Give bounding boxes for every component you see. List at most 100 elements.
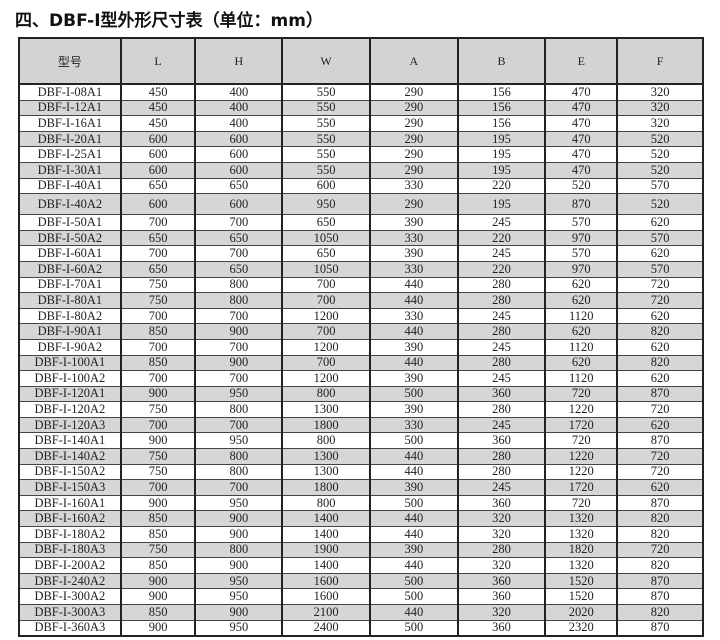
value-cell: 600 bbox=[119, 146, 196, 163]
value-cell: 650 bbox=[119, 230, 196, 247]
value-cell: 720 bbox=[616, 277, 703, 294]
value-cell: 245 bbox=[456, 479, 546, 496]
value-cell: 820 bbox=[616, 526, 703, 543]
value-cell: 1400 bbox=[281, 526, 370, 543]
value-cell: 245 bbox=[456, 417, 546, 434]
table-row: DBF-I-20A1 600 600 550 290 195 470 520 bbox=[18, 131, 703, 148]
value-cell: 245 bbox=[456, 214, 546, 231]
value-cell: 950 bbox=[194, 588, 283, 605]
table-row: DBF-I-50A1 700 700 650 390 245 570 620 bbox=[18, 214, 703, 231]
model-cell: DBF-I-80A1 bbox=[18, 292, 121, 309]
value-cell: 290 bbox=[368, 115, 458, 132]
value-cell: 520 bbox=[616, 146, 703, 163]
table-row: DBF-I-120A3 700 700 1800 330 245 1720 620 bbox=[18, 417, 703, 434]
value-cell: 280 bbox=[456, 542, 546, 559]
table-row: DBF-I-16A1 450 400 550 290 156 470 320 bbox=[18, 115, 703, 132]
value-cell: 700 bbox=[281, 292, 370, 309]
value-cell: 280 bbox=[456, 355, 546, 372]
value-cell: 550 bbox=[281, 84, 370, 101]
value-cell: 700 bbox=[194, 479, 283, 496]
page-title: 四、DBF-I型外形尺寸表（单位：mm） bbox=[15, 11, 323, 31]
column-header: B bbox=[456, 38, 546, 85]
value-cell: 620 bbox=[616, 308, 703, 325]
value-cell: 390 bbox=[368, 479, 458, 496]
value-cell: 950 bbox=[281, 193, 370, 216]
table-row: DBF-I-160A2 850 900 1400 440 320 1320 820 bbox=[18, 510, 703, 528]
table-row: DBF-I-180A2 850 900 1400 440 320 1320 820 bbox=[18, 526, 703, 543]
table-row: DBF-I-120A1 900 950 800 500 360 720 870 bbox=[18, 386, 703, 403]
value-cell: 700 bbox=[119, 417, 196, 434]
value-cell: 470 bbox=[544, 100, 618, 117]
value-cell: 850 bbox=[119, 355, 196, 372]
value-cell: 290 bbox=[368, 84, 458, 101]
value-cell: 600 bbox=[194, 146, 283, 163]
model-cell: DBF-I-360A3 bbox=[18, 620, 121, 637]
value-cell: 600 bbox=[119, 131, 196, 148]
table-row: DBF-I-80A1 750 800 700 440 280 620 720 bbox=[18, 292, 703, 309]
value-cell: 620 bbox=[616, 417, 703, 434]
table-row: DBF-I-40A1 650 650 600 330 220 520 570 bbox=[18, 178, 703, 195]
table-row: DBF-I-300A2 900 950 1600 500 360 1520 870 bbox=[18, 588, 703, 605]
model-cell: DBF-I-70A1 bbox=[18, 277, 121, 294]
value-cell: 1120 bbox=[544, 370, 618, 387]
value-cell: 330 bbox=[368, 261, 458, 278]
value-cell: 245 bbox=[456, 339, 546, 356]
value-cell: 290 bbox=[368, 131, 458, 148]
value-cell: 520 bbox=[616, 162, 703, 179]
value-cell: 870 bbox=[616, 386, 703, 403]
value-cell: 245 bbox=[456, 370, 546, 387]
model-cell: DBF-I-20A1 bbox=[18, 131, 121, 148]
value-cell: 360 bbox=[456, 432, 546, 450]
value-cell: 1300 bbox=[281, 401, 370, 418]
value-cell: 570 bbox=[544, 214, 618, 231]
model-cell: DBF-I-100A1 bbox=[18, 355, 121, 372]
model-cell: DBF-I-120A2 bbox=[18, 401, 121, 418]
value-cell: 700 bbox=[281, 355, 370, 372]
value-cell: 1200 bbox=[281, 339, 370, 356]
value-cell: 750 bbox=[119, 448, 196, 465]
table-row: DBF-I-70A1 750 800 700 440 280 620 720 bbox=[18, 277, 703, 294]
value-cell: 500 bbox=[368, 620, 458, 637]
model-cell: DBF-I-150A3 bbox=[18, 479, 121, 496]
value-cell: 1320 bbox=[544, 557, 618, 574]
table-row: DBF-I-120A2 750 800 1300 390 280 1220 720 bbox=[18, 401, 703, 418]
value-cell: 950 bbox=[194, 620, 283, 637]
value-cell: 570 bbox=[616, 261, 703, 278]
value-cell: 330 bbox=[368, 230, 458, 247]
model-cell: DBF-I-160A1 bbox=[18, 495, 121, 512]
value-cell: 650 bbox=[194, 178, 283, 195]
value-cell: 570 bbox=[616, 178, 703, 195]
value-cell: 800 bbox=[281, 495, 370, 512]
value-cell: 800 bbox=[281, 386, 370, 403]
value-cell: 700 bbox=[194, 245, 283, 262]
value-cell: 900 bbox=[119, 620, 196, 637]
column-header: A bbox=[368, 38, 458, 85]
model-cell: DBF-I-180A3 bbox=[18, 542, 121, 559]
value-cell: 620 bbox=[544, 292, 618, 309]
value-cell: 470 bbox=[544, 115, 618, 132]
model-cell: DBF-I-60A2 bbox=[18, 261, 121, 278]
table-row: DBF-I-300A3 850 900 2100 440 320 2020 820 bbox=[18, 604, 703, 621]
value-cell: 700 bbox=[119, 339, 196, 356]
value-cell: 600 bbox=[281, 178, 370, 195]
value-cell: 320 bbox=[616, 84, 703, 101]
value-cell: 500 bbox=[368, 432, 458, 450]
table-row: DBF-I-80A2 700 700 1200 330 245 1120 620 bbox=[18, 308, 703, 325]
model-cell: DBF-I-50A2 bbox=[18, 230, 121, 247]
value-cell: 440 bbox=[368, 448, 458, 465]
value-cell: 700 bbox=[194, 339, 283, 356]
model-cell: DBF-I-120A3 bbox=[18, 417, 121, 434]
value-cell: 280 bbox=[456, 464, 546, 481]
value-cell: 550 bbox=[281, 115, 370, 132]
value-cell: 360 bbox=[456, 588, 546, 605]
model-cell: DBF-I-90A1 bbox=[18, 323, 121, 340]
table-row: DBF-I-90A1 850 900 700 440 280 620 820 bbox=[18, 323, 703, 340]
value-cell: 290 bbox=[368, 162, 458, 179]
value-cell: 550 bbox=[281, 146, 370, 163]
model-cell: DBF-I-200A2 bbox=[18, 557, 121, 574]
value-cell: 400 bbox=[194, 115, 283, 132]
value-cell: 280 bbox=[456, 323, 546, 340]
value-cell: 700 bbox=[281, 323, 370, 340]
value-cell: 620 bbox=[544, 323, 618, 340]
value-cell: 1800 bbox=[281, 417, 370, 434]
